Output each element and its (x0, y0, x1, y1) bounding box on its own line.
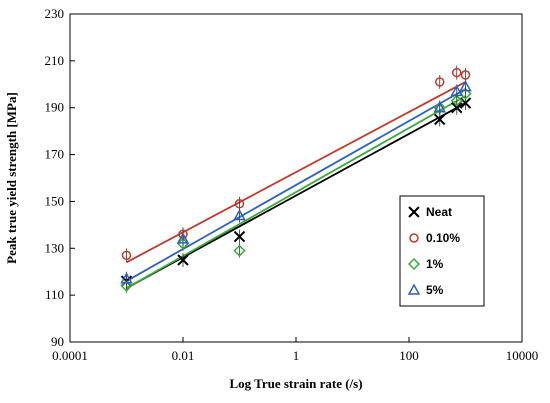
legend-label: 5% (426, 283, 444, 297)
y-tick-label: 230 (45, 6, 65, 21)
legend-marker-5 (407, 283, 421, 295)
data-point-5 (433, 101, 447, 113)
data-point-1 (176, 237, 190, 250)
legend-marker-1 (407, 257, 421, 271)
x-axis-ticks: 0.0001 0.01 1 100 10000 (52, 337, 538, 363)
y-tick-label: 90 (51, 334, 64, 349)
data-point-Neat (451, 102, 463, 114)
legend-marker-010 (409, 233, 419, 243)
data-point-1 (450, 94, 463, 107)
x-tick-label: 10000 (506, 348, 539, 363)
x-tick-label: 0.0001 (52, 348, 88, 363)
x-tick-label: 100 (399, 348, 419, 363)
legend: Neat 0.10% 1% 5% (399, 195, 485, 307)
x-tick-label: 0.01 (172, 348, 195, 363)
y-tick-label: 190 (45, 100, 65, 115)
data-point-010 (434, 77, 445, 87)
legend-marker-Neat (408, 206, 420, 218)
y-tick-label: 210 (45, 53, 65, 68)
data-points (120, 65, 472, 293)
data-point-010 (121, 250, 132, 261)
data-point-Neat (233, 230, 246, 243)
data-point-Neat (177, 254, 189, 266)
y-tick-label: 130 (45, 240, 65, 255)
y-axis-title: Peak true yield strength [MPa] (4, 92, 19, 264)
y-tick-label: 110 (45, 287, 64, 302)
data-point-5 (459, 80, 472, 92)
data-point-Neat (459, 97, 472, 109)
data-point-1 (233, 244, 246, 257)
x-tick-label: 1 (293, 348, 300, 363)
data-point-010 (234, 199, 245, 209)
data-point-1 (459, 87, 472, 100)
y-tick-label: 170 (45, 147, 65, 162)
data-point-5 (176, 232, 190, 244)
legend-label: 0.10% (426, 231, 460, 245)
x-axis-title: Log True strain rate (/s) (229, 376, 362, 391)
data-point-Neat (434, 113, 446, 126)
data-point-010 (460, 70, 471, 80)
data-point-5 (120, 272, 133, 284)
data-point-1 (120, 279, 133, 292)
legend-label: Neat (426, 205, 452, 219)
data-point-5 (450, 84, 464, 97)
legend-box (399, 195, 485, 307)
y-axis-ticks: 90 110 130 150 170 190 210 230 (45, 6, 75, 349)
data-point-010 (451, 67, 462, 78)
legend-label: 1% (426, 257, 444, 271)
y-tick-label: 150 (45, 193, 65, 208)
data-point-5 (233, 208, 246, 221)
